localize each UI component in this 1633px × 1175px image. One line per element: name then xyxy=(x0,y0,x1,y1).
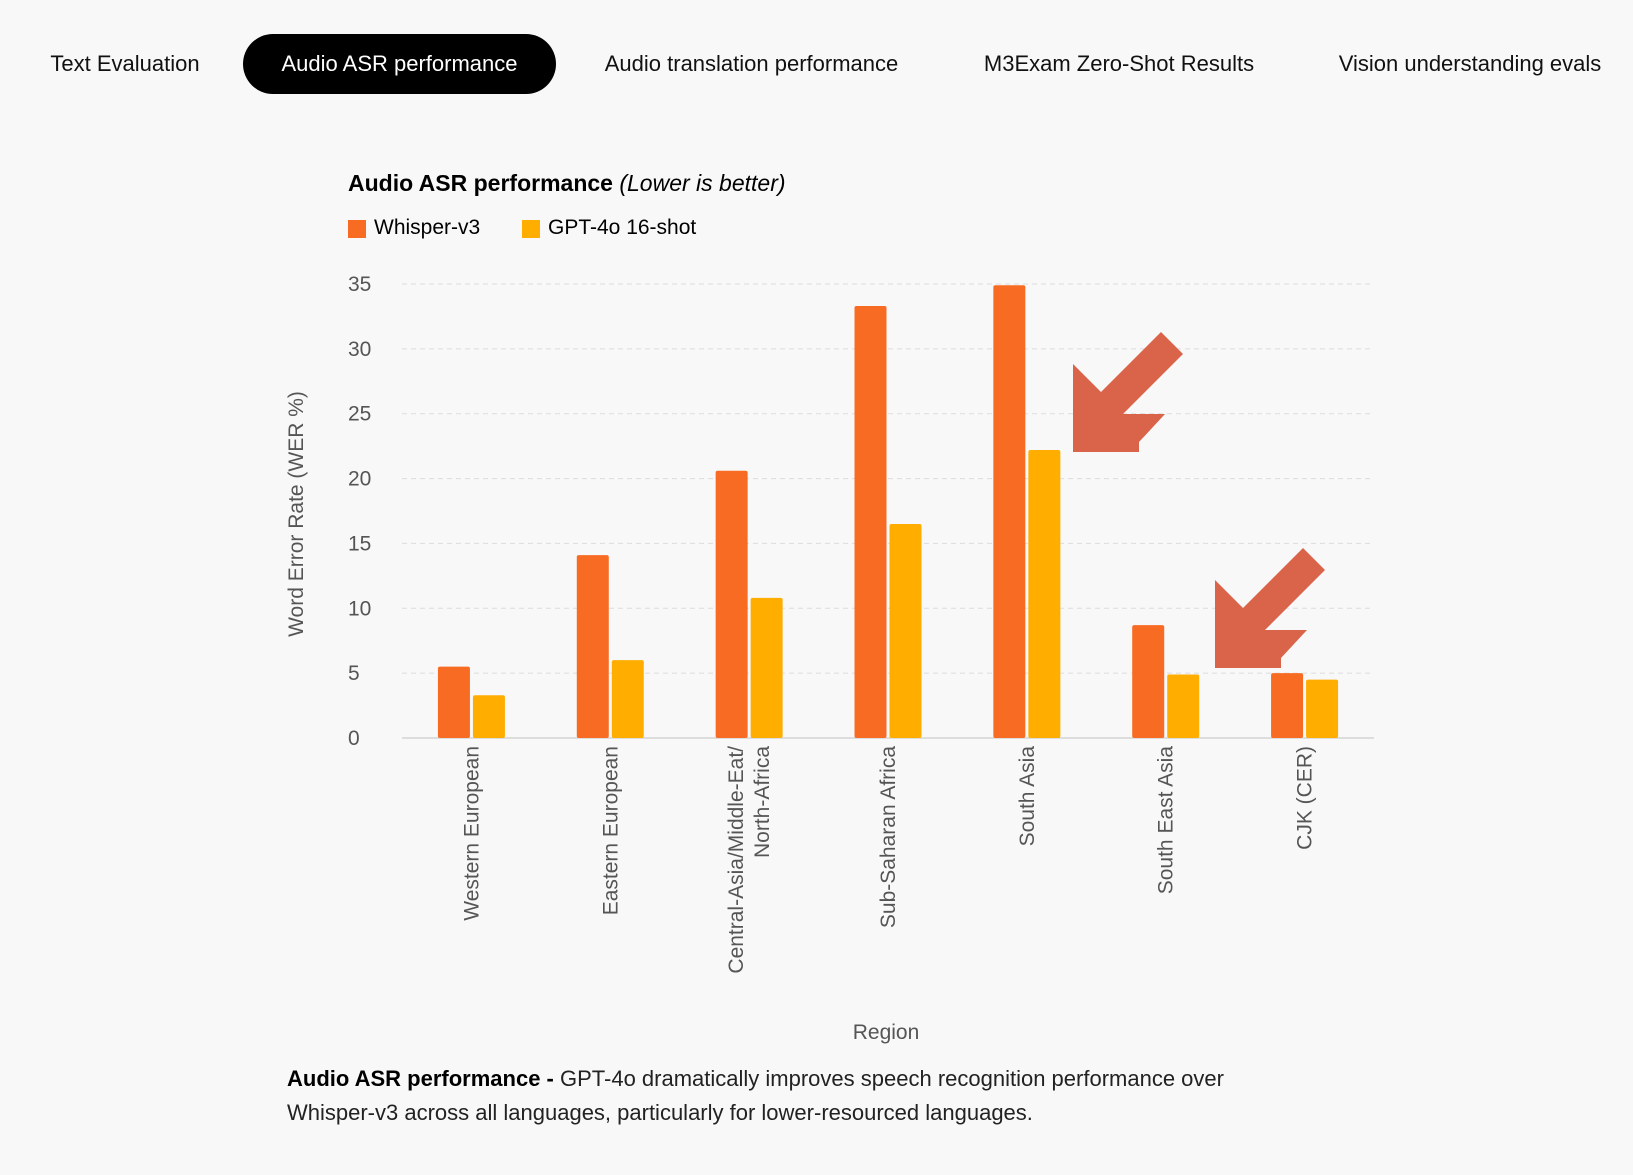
gridlines xyxy=(402,283,1374,739)
chart-caption: Audio ASR performance - GPT-4o dramatica… xyxy=(287,1062,1287,1130)
tab-audio-translation-performance[interactable]: Audio translation performance xyxy=(604,51,899,76)
bar xyxy=(1132,625,1165,738)
y-tick-label: 30 xyxy=(348,338,371,361)
tab-bar: Text Evaluation Audio ASR performance Au… xyxy=(0,0,1633,130)
bar-chart: 0 5 10 15 20 25 30 35 Western European Eastern E… xyxy=(285,273,1374,1044)
x-tick-label: Central-Asia/Middle-Eat/North-Africa xyxy=(725,746,774,974)
bar xyxy=(1271,673,1304,738)
y-tick-label: 15 xyxy=(348,532,371,555)
x-tick-label: South East Asia xyxy=(1155,746,1178,895)
x-tick-label: Eastern European xyxy=(599,746,622,915)
arrow-down-left-icon xyxy=(1073,332,1183,452)
bar xyxy=(1167,674,1200,738)
x-tick-label-line: Eastern European xyxy=(599,746,622,915)
bar xyxy=(1028,450,1061,738)
legend-label: GPT-4o 16-shot xyxy=(548,216,697,239)
x-tick-label-line: South Asia xyxy=(1016,746,1039,847)
bar xyxy=(715,470,748,738)
tab-vision-understanding-evals[interactable]: Vision understanding evals xyxy=(1338,51,1602,76)
bar xyxy=(437,666,470,738)
annotation-arrows xyxy=(1073,332,1325,668)
x-axis-categories: Western European Eastern European Central-… xyxy=(460,746,1316,974)
x-tick-label-line: North-Africa xyxy=(751,746,774,858)
x-tick-label-line: South East Asia xyxy=(1155,746,1178,895)
bar xyxy=(889,523,922,738)
x-tick-label: CJK (CER) xyxy=(1294,746,1317,850)
arrow-down-left-icon xyxy=(1215,548,1325,668)
y-tick-label: 0 xyxy=(348,727,360,750)
bar xyxy=(472,695,505,738)
y-tick-label: 35 xyxy=(348,273,371,296)
x-tick-label: South Asia xyxy=(1016,746,1039,847)
y-tick-label: 10 xyxy=(348,597,371,620)
bar xyxy=(854,306,887,738)
bar xyxy=(1306,679,1339,738)
legend-label: Whisper-v3 xyxy=(374,216,481,239)
caption-lead: Audio ASR performance - xyxy=(287,1066,560,1091)
x-tick-label-line: CJK (CER) xyxy=(1294,746,1317,850)
y-tick-label: 5 xyxy=(348,662,360,685)
x-tick-label-line: Western European xyxy=(460,746,483,921)
tab-audio-asr-performance[interactable]: Audio ASR performance xyxy=(243,34,556,94)
legend-swatch xyxy=(522,220,540,238)
caption-body: GPT-4o dramatically improves speech reco… xyxy=(287,1066,1224,1125)
x-tick-label: Western European xyxy=(460,746,483,921)
bar xyxy=(576,555,609,738)
chart-title-note: (Lower is better) xyxy=(619,170,786,196)
y-axis-ticks: 0 5 10 15 20 25 30 35 xyxy=(348,273,371,750)
bar xyxy=(611,660,644,738)
x-tick-label-line: Sub-Saharan Africa xyxy=(877,746,900,928)
bar xyxy=(750,597,783,738)
y-axis-title: Word Error Rate (WER %) xyxy=(285,391,308,637)
tab-text-evaluation[interactable]: Text Evaluation xyxy=(50,51,200,76)
tab-m3exam-zero-shot-results[interactable]: M3Exam Zero-Shot Results xyxy=(983,51,1255,76)
y-tick-label: 25 xyxy=(348,403,371,426)
x-tick-label: Sub-Saharan Africa xyxy=(877,746,900,928)
legend-swatch xyxy=(348,220,366,238)
x-axis-title: Region xyxy=(853,1021,920,1044)
x-tick-label-line: Central-Asia/Middle-Eat/ xyxy=(725,746,748,974)
y-tick-label: 20 xyxy=(348,468,371,491)
bar xyxy=(993,285,1026,738)
chart-title-main: Audio ASR performance xyxy=(348,170,613,196)
chart-title: Audio ASR performance (Lower is better) xyxy=(348,170,786,197)
bars xyxy=(437,285,1339,738)
